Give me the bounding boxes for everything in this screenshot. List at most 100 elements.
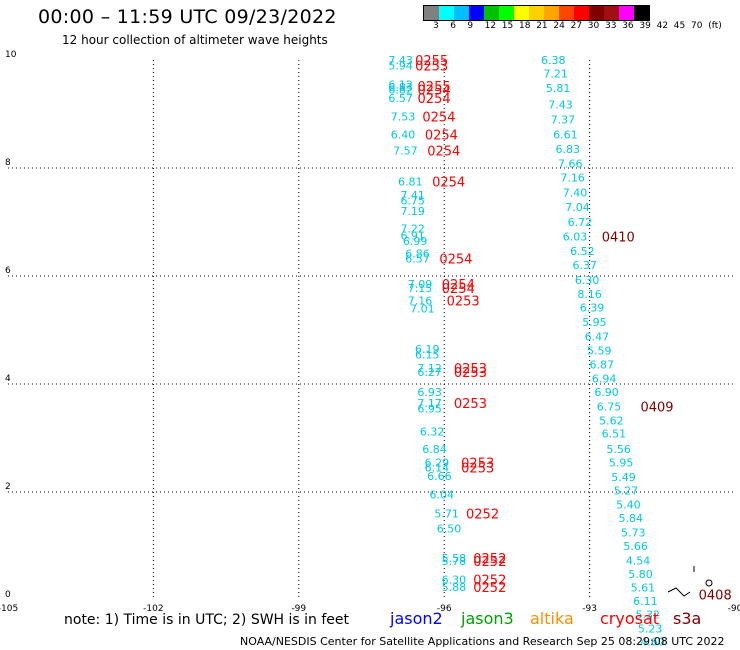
wave-height-label: 6.39: [580, 301, 605, 314]
legend-swatch: [469, 6, 484, 20]
wave-height-label: 6.95: [417, 402, 442, 415]
wave-height-label: 5.62: [599, 415, 624, 428]
y-tick-label: 2: [5, 482, 11, 492]
color-scale-labels: 3 6 9 12 15 18 21 24 27 30 33 36 39 42 45 70 (ft): [423, 21, 740, 35]
wave-height-label: 6.87: [589, 359, 614, 372]
time-label: 0254: [432, 176, 465, 191]
wave-height-label: 5.58: [442, 552, 467, 565]
wave-height-label: 5.27: [614, 484, 639, 497]
time-label: 0409: [640, 401, 673, 416]
time-label: 0252: [473, 581, 506, 596]
wave-height-label: 7.04: [565, 201, 590, 214]
wave-height-label: 5.88: [442, 581, 467, 594]
x-tick-label: -93: [582, 604, 597, 614]
legend-swatch: [589, 6, 604, 20]
wave-height-label: 7.41: [400, 189, 425, 202]
wave-height-label: 5.59: [587, 345, 612, 358]
wave-height-label: 6.47: [585, 330, 610, 343]
wave-height-label: 6.66: [427, 470, 452, 483]
legend-swatch: [499, 6, 514, 20]
wave-height-label: 7.21: [543, 68, 568, 81]
wave-height-label: 5.49: [611, 471, 636, 484]
satellite-jason3: jason3: [461, 609, 514, 628]
wave-height-label: 7.16: [408, 294, 433, 307]
time-label: 0252: [473, 552, 506, 567]
wave-height-label: 6.40: [391, 129, 416, 142]
wave-height-label: 5.84: [619, 512, 644, 525]
legend-label: 70: [691, 21, 703, 31]
wave-height-label: 7.17: [417, 397, 442, 410]
wave-height-label: 5.32: [636, 609, 661, 622]
legend-label: 15: [501, 21, 514, 31]
legend-label: 9: [467, 21, 474, 31]
time-label: 0254: [442, 282, 475, 297]
wave-height-label: 5.95: [582, 316, 607, 329]
time-label: 0253: [454, 366, 487, 381]
wave-height-label: 6.50: [437, 523, 462, 536]
legend-label: 39: [639, 21, 651, 31]
wave-height-label: 5.66: [623, 540, 648, 553]
wave-height-label: 6.51: [602, 428, 627, 441]
time-label: 0408: [699, 589, 732, 604]
legend-swatch: [529, 6, 544, 20]
page-title: 00:00 – 11:59 UTC 09/23/2022: [38, 6, 337, 28]
wave-height-label: 5.81: [546, 82, 571, 95]
wave-height-label: 6.75: [400, 194, 425, 207]
wave-height-label: 6.30: [575, 274, 600, 287]
wave-height-label: 6.14: [425, 462, 450, 475]
legend-swatch: [559, 6, 574, 20]
wave-height-label: 6.57: [405, 253, 430, 266]
x-tick-label: -102: [143, 604, 163, 614]
x-tick-label: -99: [291, 604, 306, 614]
time-label: 0253: [447, 294, 480, 309]
time-label: 0254: [418, 84, 451, 99]
wave-height-label: 6.27: [417, 366, 442, 379]
footer-note: note: 1) Time is in UTC; 2) SWH is in fe…: [64, 612, 350, 628]
y-tick-label: 8: [5, 158, 11, 168]
time-label: 0253: [461, 456, 494, 471]
wave-height-label: 6.72: [568, 216, 593, 229]
x-tick-label: -96: [437, 604, 452, 614]
legend-label: 33: [605, 21, 617, 31]
legend-label: 6: [450, 21, 456, 31]
legend-label: 45: [673, 21, 686, 31]
wave-height-label: 6.30: [442, 573, 467, 586]
wave-height-label: 7.53: [391, 111, 416, 124]
wave-height-label: 6.75: [597, 401, 622, 414]
wave-height-label: 6.86: [405, 247, 430, 260]
satellite-altika: altika: [530, 609, 574, 628]
wave-height-label: 5.80: [628, 568, 653, 581]
wave-height-label: 7.01: [410, 302, 435, 315]
wave-height-label: 5.56: [606, 443, 631, 456]
wave-height-label: 5.78: [442, 555, 467, 568]
wave-height-label: 4.60: [640, 636, 665, 649]
wave-height-label: 6.52: [570, 245, 595, 258]
wave-height-label: 7.09: [408, 278, 433, 291]
legend-swatch: [574, 6, 589, 20]
wave-height-label: 5.40: [616, 498, 641, 511]
legend-label: 36: [622, 21, 634, 31]
wave-height-label: 6.04: [430, 489, 455, 502]
wave-height-label: 6.37: [573, 259, 598, 272]
time-label: 0253: [454, 362, 487, 377]
wave-height-label: 7.57: [393, 145, 418, 158]
wave-height-label: 7.19: [400, 205, 425, 218]
wave-height-label: 7.16: [560, 172, 585, 185]
legend-label: 42: [656, 21, 669, 31]
wave-height-label: 5.71: [434, 508, 459, 521]
time-label: 0253: [461, 462, 494, 477]
y-tick-label: 0: [5, 590, 11, 600]
legend-label: 24: [553, 21, 565, 31]
legend-swatch: [484, 6, 499, 20]
legend-swatch: [634, 6, 649, 20]
wave-height-label: 6.81: [398, 176, 423, 189]
legend-label: 3: [433, 21, 439, 31]
wave-height-label: 6.38: [541, 54, 566, 67]
wave-height-label: 8.16: [577, 288, 602, 301]
footer-credit: NOAA/NESDIS Center for Satellite Applica…: [240, 635, 725, 648]
legend-swatch: [619, 6, 634, 20]
wave-height-label: 6.29: [425, 456, 450, 469]
wave-height-label: 6.11: [633, 595, 658, 608]
time-label: 0252: [473, 573, 506, 588]
